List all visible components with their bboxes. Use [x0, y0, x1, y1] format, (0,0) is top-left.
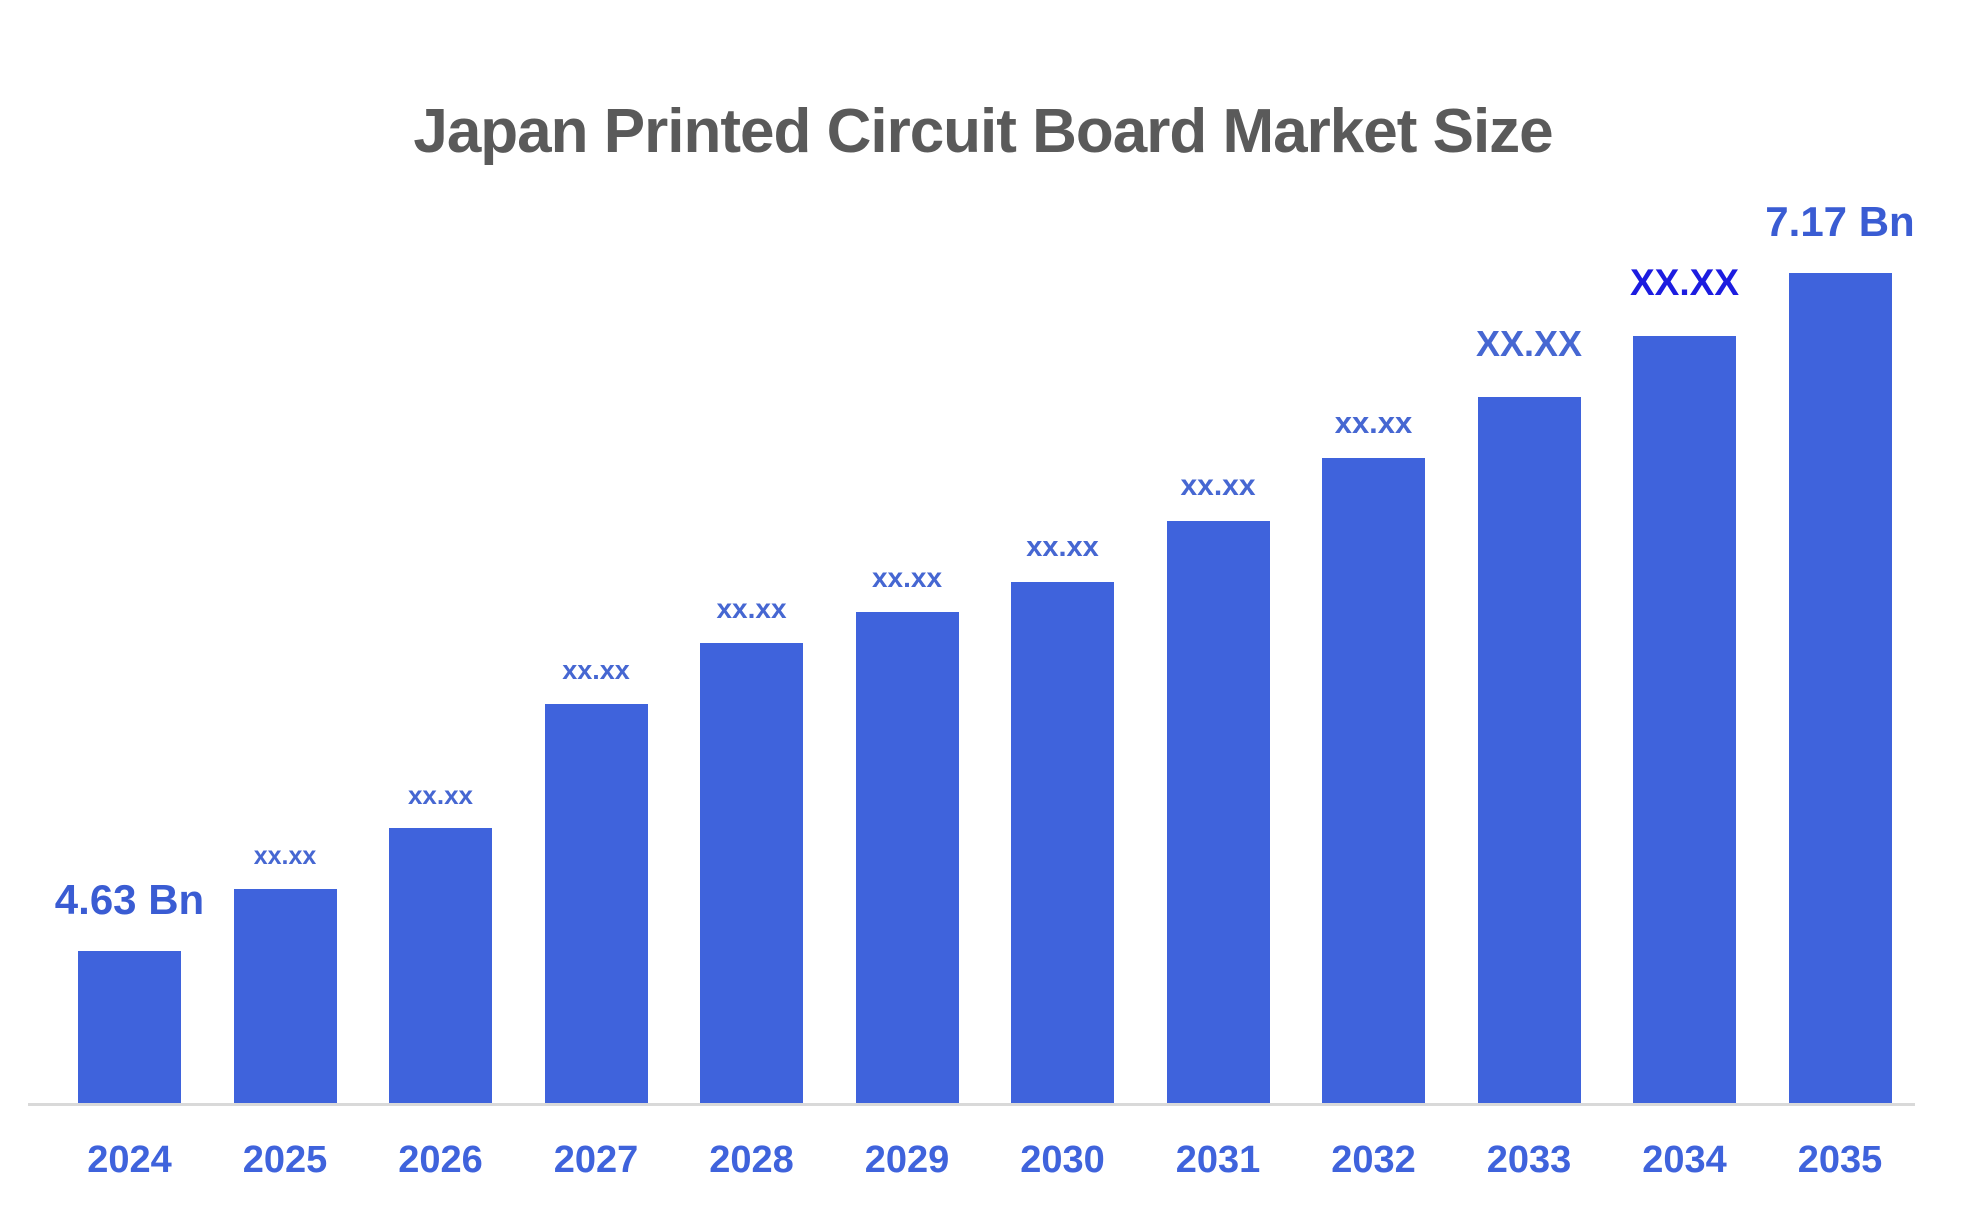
bar-2024: [78, 951, 181, 1103]
x-axis-line: [28, 1103, 1915, 1106]
bar-value-label-2032: xx.xx: [1334, 405, 1413, 440]
bar-2035: [1788, 273, 1892, 1103]
bar-value-label-2028: xx.xx: [716, 593, 787, 624]
x-axis-label-2024: 2024: [87, 1139, 172, 1181]
bar-value-label-2030: xx.xx: [1026, 531, 1099, 563]
x-axis-label-2027: 2027: [553, 1139, 639, 1181]
x-axis-label-2033: 2033: [1486, 1139, 1572, 1181]
bar-value-label-2033: XX.XX: [1475, 323, 1583, 364]
x-axis-label-2025: 2025: [242, 1139, 328, 1181]
x-axis-label-2034: 2034: [1642, 1139, 1727, 1181]
bar-value-label-2029: xx.xx: [871, 562, 943, 593]
bar-2026: [389, 828, 492, 1103]
x-axis-label-2026: 2026: [398, 1139, 483, 1181]
bar-2029: [855, 612, 959, 1103]
bar-2031: [1166, 521, 1270, 1103]
bar-value-label-2024: 4.63 Bn: [54, 876, 205, 923]
bar-value-label-2034: XX.XX: [1630, 262, 1739, 303]
chart-title: Japan Printed Circuit Board Market Size: [413, 97, 1553, 166]
bar-2025: [233, 889, 337, 1103]
bar-2027: [544, 704, 648, 1103]
bar-value-label-2035: 7.17 Bn: [1765, 198, 1915, 245]
x-axis-label-2028: 2028: [709, 1139, 794, 1181]
x-axis-label-2035: 2035: [1797, 1139, 1883, 1181]
x-axis-label-2030: 2030: [1020, 1139, 1105, 1181]
bar-value-label-2025: xx.xx: [253, 842, 317, 870]
bar-2028: [700, 643, 803, 1103]
bar-2033: [1477, 397, 1581, 1103]
bar-value-label-2031: xx.xx: [1180, 469, 1256, 502]
bar-2034: [1633, 336, 1736, 1103]
bar-2030: [1011, 582, 1114, 1103]
x-axis-label-2032: 2032: [1331, 1139, 1416, 1181]
bar-value-label-2027: xx.xx: [562, 655, 630, 685]
bar-2032: [1322, 458, 1425, 1103]
bar-value-label-2026: xx.xx: [407, 780, 474, 810]
x-axis-label-2029: 2029: [864, 1139, 950, 1181]
x-axis-label-2031: 2031: [1175, 1139, 1261, 1181]
